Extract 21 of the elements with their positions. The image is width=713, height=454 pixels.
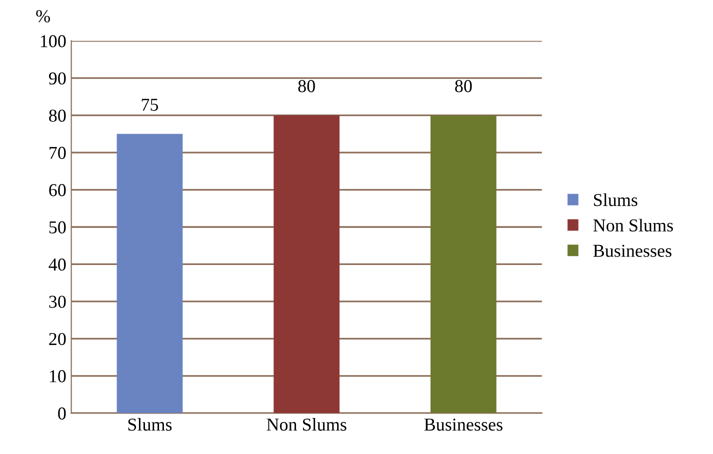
y-tick-label: 70 (50, 146, 66, 159)
y-tick-label: 20 (49, 332, 66, 346)
y-tick-label: 10 (50, 370, 66, 382)
legend-label: Slums (594, 193, 638, 206)
legend-label: Non Slums (593, 218, 673, 232)
y-tick-label: 40 (48, 258, 66, 271)
data-label: 80 (298, 80, 315, 92)
data-label: 75 (142, 98, 158, 111)
y-axis-title: % (36, 10, 50, 22)
y-tick-label: 50 (49, 221, 66, 234)
legend-label: Businesses (593, 244, 672, 257)
x-tick-label: Businesses (424, 418, 502, 431)
y-tick-label: 80 (49, 110, 66, 122)
y-tick-label: 30 (49, 296, 66, 308)
y-tick-label: 100 (40, 35, 66, 48)
x-tick-label: Slums (128, 418, 172, 431)
y-tick-label: 0 (58, 407, 66, 420)
data-label: 80 (455, 80, 472, 92)
y-tick-label: 90 (48, 72, 66, 85)
y-tick-label: 60 (49, 184, 66, 196)
x-tick-label: Non Slums (266, 418, 346, 431)
